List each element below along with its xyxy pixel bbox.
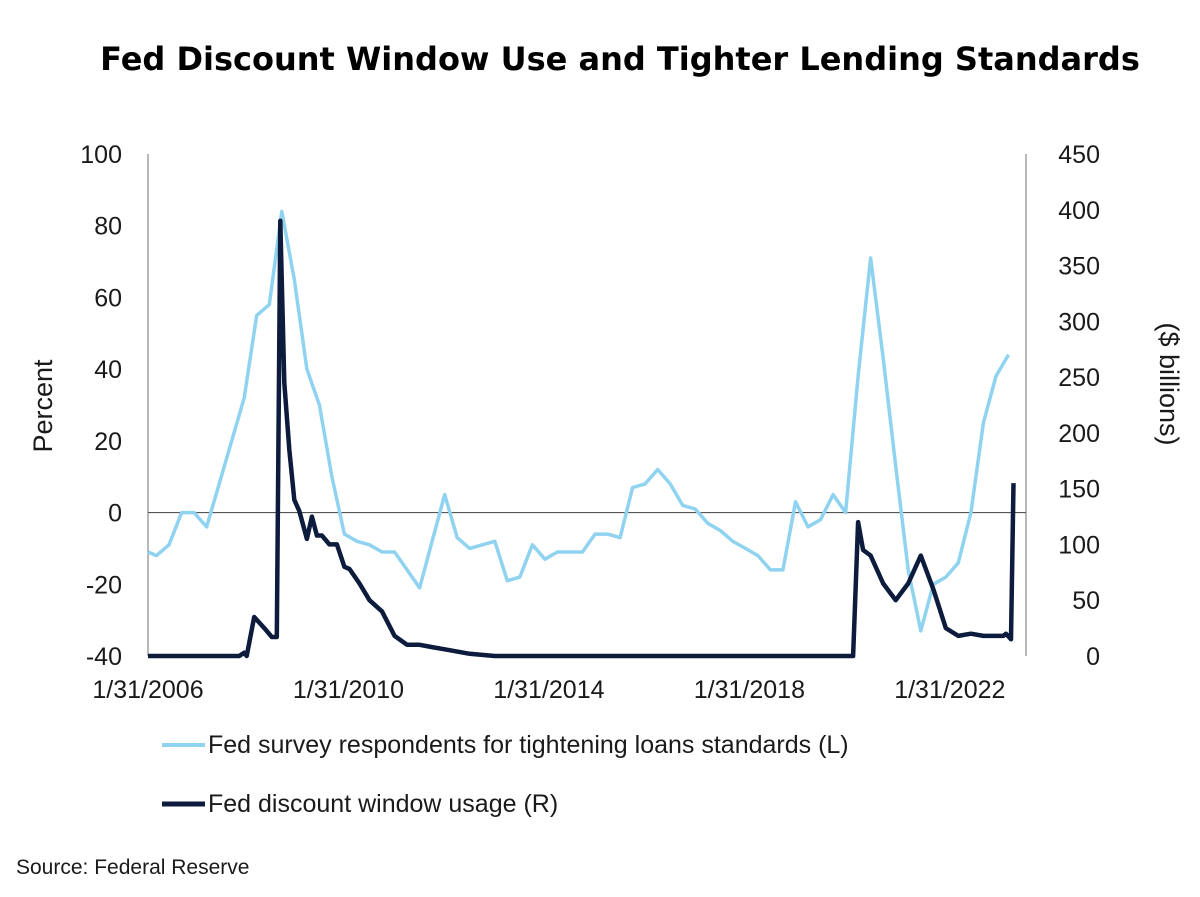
y-tick-right: 150: [1058, 476, 1100, 504]
chart-axes: [147, 154, 1027, 656]
y-tick-left: 0: [108, 500, 122, 528]
legend-label-light: Fed survey respondents for tightening lo…: [208, 731, 849, 759]
y-tick-left: -20: [86, 571, 122, 599]
y-tick-right: 450: [1058, 141, 1100, 169]
x-tick: 1/31/2006: [92, 676, 203, 704]
y-tick-left: 20: [94, 428, 122, 456]
y-tick-right: 200: [1058, 420, 1100, 448]
y-tick-right: 100: [1058, 531, 1100, 559]
y-tick-right: 300: [1058, 308, 1100, 336]
legend-label-dark: Fed discount window usage (R): [208, 790, 558, 818]
y-tick-right: 350: [1058, 253, 1100, 281]
y-tick-left: -40: [86, 643, 122, 671]
y-tick-left: 80: [94, 213, 122, 241]
y-tick-left: 40: [94, 356, 122, 384]
y-axis-right-label: ($ billions): [1154, 322, 1184, 445]
y-tick-left: 100: [80, 141, 122, 169]
x-tick: 1/31/2010: [293, 676, 404, 704]
chart-legend: Fed survey respondents for tightening lo…: [162, 731, 849, 818]
series-line-discount-window: [148, 218, 1016, 659]
chart-lines: [147, 209, 1016, 659]
chart-title: Fed Discount Window Use and Tighter Lend…: [100, 40, 1140, 78]
source-note: Source: Federal Reserve: [16, 856, 250, 879]
x-tick: 1/31/2022: [894, 676, 1005, 704]
chart-ticks: -40 -20 0 20 40 60 80 100 0 50 100 150 200 250 300 350 4…: [80, 141, 1100, 704]
y-tick-right: 0: [1086, 643, 1100, 671]
x-tick: 1/31/2014: [493, 676, 604, 704]
x-tick: 1/31/2018: [694, 676, 805, 704]
y-axis-left-label: Percent: [28, 359, 58, 453]
series-line-tightening-standards: [147, 209, 1011, 633]
y-tick-right: 400: [1058, 197, 1100, 225]
y-tick-right: 250: [1058, 364, 1100, 392]
y-tick-left: 60: [94, 284, 122, 312]
y-tick-right: 50: [1072, 587, 1100, 615]
